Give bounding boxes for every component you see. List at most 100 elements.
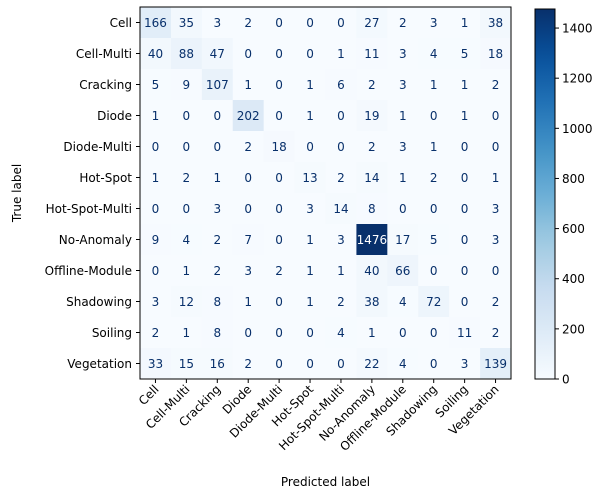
heatmap-cell — [356, 348, 388, 380]
y-tick-label: Vegetation — [67, 357, 132, 371]
heatmap-cell — [356, 69, 388, 101]
cell-value-label: 3 — [306, 202, 314, 216]
heatmap-cell — [418, 317, 450, 349]
heatmap-cell — [201, 286, 234, 318]
cell-value-label: 18 — [271, 140, 286, 154]
heatmap-cell — [449, 286, 481, 318]
cell-value-label: 0 — [152, 140, 160, 154]
cell-value-label: 3 — [492, 202, 500, 216]
cell-value-label: 1 — [152, 171, 160, 185]
heatmap-cell — [418, 162, 450, 194]
heatmap-cell — [480, 7, 512, 39]
cell-value-label: 0 — [275, 295, 283, 309]
cell-value-label: 0 — [461, 202, 469, 216]
cell-value-label: 0 — [430, 264, 438, 278]
heatmap-cell — [418, 7, 450, 39]
heatmap-cell — [170, 224, 203, 256]
cell-value-label: 1 — [244, 295, 252, 309]
cell-value-label: 2 — [213, 264, 221, 278]
heatmap-cell — [140, 286, 172, 318]
cell-value-label: 1 — [183, 326, 191, 340]
heatmap-cell — [387, 255, 419, 287]
cell-value-label: 1 — [183, 264, 191, 278]
cell-value-label: 0 — [492, 140, 500, 154]
y-tick-label: Shadowing — [66, 295, 132, 309]
cell-value-label: 0 — [492, 264, 500, 278]
cell-value-label: 0 — [337, 16, 345, 30]
heatmap-cell — [480, 224, 512, 256]
cell-value-label: 15 — [179, 357, 194, 371]
heatmap-cell — [263, 317, 295, 349]
heatmap-cell — [294, 348, 326, 380]
cell-value-label: 0 — [275, 16, 283, 30]
cell-value-label: 4 — [399, 357, 407, 371]
heatmap-cell — [263, 224, 295, 256]
heatmap-cell — [170, 38, 203, 70]
cell-value-label: 18 — [488, 47, 503, 61]
heatmap-cell — [449, 38, 481, 70]
cell-value-label: 35 — [179, 16, 194, 30]
cell-value-label: 1 — [306, 233, 314, 247]
heatmap-cell — [140, 7, 172, 39]
heatmap-cell — [325, 224, 357, 256]
cell-value-label: 2 — [152, 326, 160, 340]
heatmap-cell — [418, 69, 450, 101]
heatmap-cell — [387, 38, 419, 70]
cell-value-label: 0 — [306, 47, 314, 61]
colorbar-tick-label: 0 — [562, 373, 570, 387]
heatmap-cell — [294, 38, 326, 70]
cell-value-label: 3 — [492, 233, 500, 247]
heatmap-cell — [387, 348, 419, 380]
cell-value-label: 40 — [148, 47, 163, 61]
heatmap-cell — [232, 162, 265, 194]
heatmap-cell — [480, 286, 512, 318]
heatmap-cell — [232, 286, 265, 318]
cell-value-label: 4 — [430, 47, 438, 61]
heatmap-cell — [449, 255, 481, 287]
cell-value-label: 0 — [306, 140, 314, 154]
heatmap-cell — [356, 100, 388, 132]
cell-value-label: 5 — [152, 78, 160, 92]
colorbar-tick-label: 1200 — [562, 72, 593, 86]
heatmap-cell — [325, 286, 357, 318]
heatmap-cell — [201, 38, 234, 70]
cell-value-label: 1 — [337, 47, 345, 61]
cell-value-label: 1 — [213, 171, 221, 185]
cell-value-label: 72 — [426, 295, 441, 309]
cell-value-label: 3 — [430, 16, 438, 30]
heatmap-cell — [294, 224, 326, 256]
cell-value-label: 0 — [183, 202, 191, 216]
cell-value-label: 0 — [461, 233, 469, 247]
colorbar-tick-label: 1000 — [562, 122, 593, 136]
heatmap-cell — [140, 38, 172, 70]
heatmap-cell — [263, 255, 295, 287]
heatmap-cell — [263, 131, 295, 163]
heatmap-cell — [356, 38, 388, 70]
cell-value-label: 0 — [399, 202, 407, 216]
heatmap-cell — [449, 131, 481, 163]
cell-value-label: 0 — [275, 357, 283, 371]
heatmap-cell — [201, 317, 234, 349]
heatmap-cell — [140, 255, 172, 287]
cell-value-label: 0 — [275, 78, 283, 92]
heatmap-cell — [356, 193, 388, 225]
cell-value-label: 0 — [430, 202, 438, 216]
heatmap-cell — [387, 162, 419, 194]
heatmap-cell — [294, 162, 326, 194]
heatmap-cell — [387, 7, 419, 39]
heatmap-cell — [356, 131, 388, 163]
heatmap-cell — [325, 7, 357, 39]
colorbar-ticks: 0 200 400 600 800 1000 1200 1400 — [555, 22, 593, 387]
cell-value-label: 2 — [492, 295, 500, 309]
cell-value-label: 16 — [210, 357, 225, 371]
cell-value-label: 0 — [306, 326, 314, 340]
heatmap-cell — [325, 38, 357, 70]
heatmap-cell — [232, 224, 265, 256]
cell-value-label: 166 — [144, 16, 167, 30]
cell-value-label: 4 — [337, 326, 345, 340]
cell-value-label: 3 — [399, 78, 407, 92]
heatmap-cell — [201, 69, 234, 101]
cell-value-label: 0 — [337, 109, 345, 123]
heatmap-cell — [387, 193, 419, 225]
heatmap-cell — [170, 7, 203, 39]
